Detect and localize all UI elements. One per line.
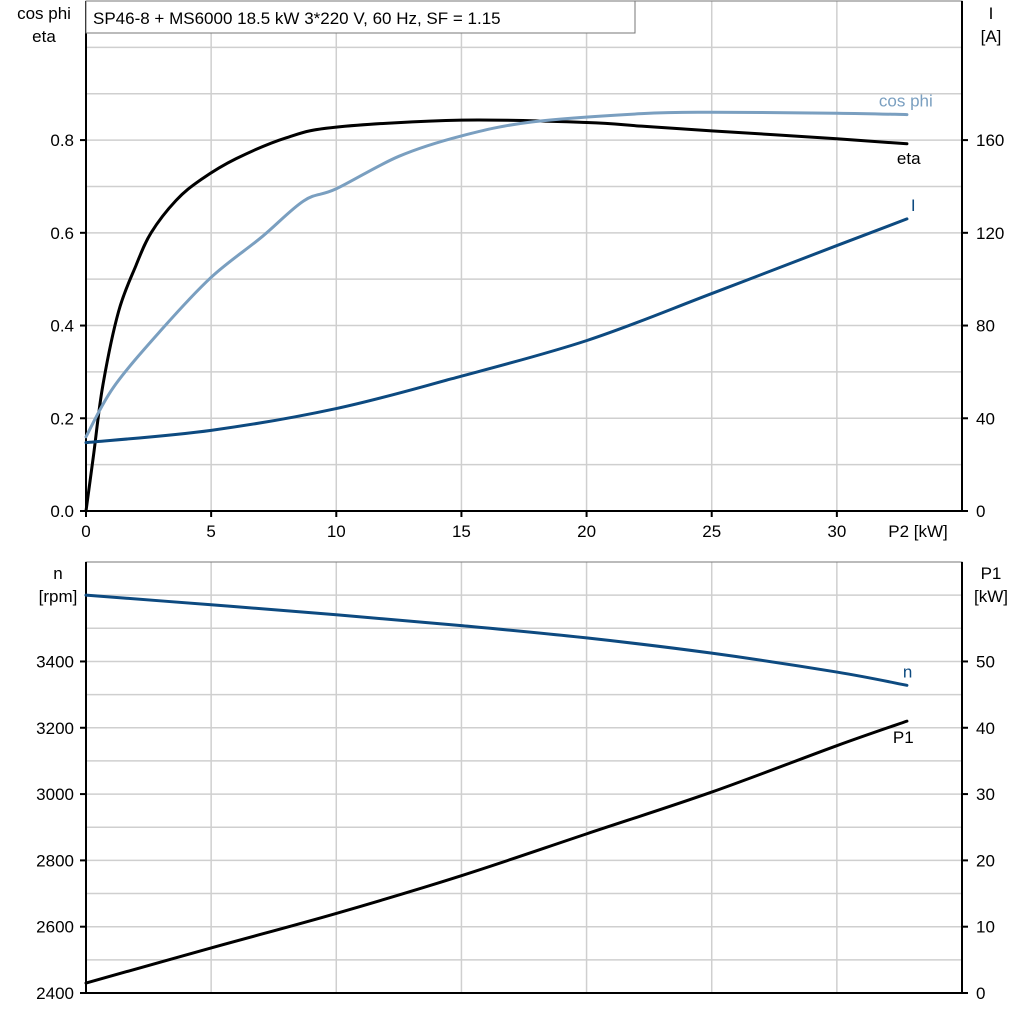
right-tick-label: 120	[976, 224, 1004, 243]
left-tick-label: 0.6	[50, 224, 74, 243]
top-chart: 0.0 0.2 0.4 0.6 0.8 0 40 80 120 160 0 5 10 15 20 25 30 P2…	[17, 0, 1004, 541]
left-tick-label: 2800	[36, 851, 74, 870]
bottom-chart: 2400 2600 2800 3000 3200 3400 0 10 20 30 40 50 n [rpm…	[36, 561, 1008, 1003]
left-tick-label: 2600	[36, 918, 74, 937]
right-tick-label: 40	[976, 409, 995, 428]
right-tick-label: 40	[976, 719, 995, 738]
series-line-n	[84, 593, 909, 687]
plot-frame	[85, 561, 963, 994]
left-tick-label: 3400	[36, 652, 74, 671]
right-tick-label: 0	[976, 502, 985, 521]
left-axis-title: [rpm]	[39, 587, 78, 606]
series-line-I	[84, 217, 909, 445]
right-tick-label: 0	[976, 984, 985, 1003]
left-tick-label: 0.2	[50, 409, 74, 428]
left-tick-label: 3200	[36, 719, 74, 738]
left-axis-title: n	[53, 564, 62, 583]
series-line-eta	[84, 118, 909, 513]
chart-title: SP46-8 + MS6000 18.5 kW 3*220 V, 60 Hz, …	[93, 9, 501, 28]
right-tick-label: 20	[976, 851, 995, 870]
x-axis-label: P2 [kW]	[888, 522, 948, 541]
x-tick-label: 10	[327, 522, 346, 541]
right-tick-label: 30	[976, 785, 995, 804]
right-axis-title: P1	[981, 564, 1002, 583]
right-axis-title: [A]	[981, 27, 1002, 46]
x-tick-label: 5	[206, 522, 215, 541]
left-axis-title: eta	[32, 27, 56, 46]
right-tick-label: 160	[976, 131, 1004, 150]
right-axis-title: I	[989, 4, 994, 23]
x-tick-label: 30	[827, 522, 846, 541]
series-label-P1: P1	[893, 728, 914, 747]
x-tick-label: 25	[702, 522, 721, 541]
right-tick-label: 10	[976, 918, 995, 937]
series-label-cos-phi: cos phi	[879, 92, 933, 111]
left-axis-title: cos phi	[17, 4, 71, 23]
right-tick-label: 80	[976, 317, 995, 336]
series-label-eta: eta	[897, 149, 921, 168]
left-tick-label: 0.8	[50, 131, 74, 150]
right-tick-label: 50	[976, 652, 995, 671]
left-tick-label: 0.4	[50, 317, 74, 336]
plot-frame	[85, 0, 963, 512]
left-tick-label: 2400	[36, 984, 74, 1003]
x-tick-label: 20	[577, 522, 596, 541]
x-tick-label: 15	[452, 522, 471, 541]
right-axis-title: [kW]	[974, 587, 1008, 606]
series-label-n: n	[903, 662, 912, 681]
left-tick-label: 0.0	[50, 502, 74, 521]
series-line-P1	[84, 719, 909, 985]
series-line-cos-phi	[84, 110, 909, 439]
series-label-I: I	[911, 196, 916, 215]
left-tick-label: 3000	[36, 785, 74, 804]
x-tick-label: 0	[81, 522, 90, 541]
chart-title-box	[85, 0, 636, 34]
